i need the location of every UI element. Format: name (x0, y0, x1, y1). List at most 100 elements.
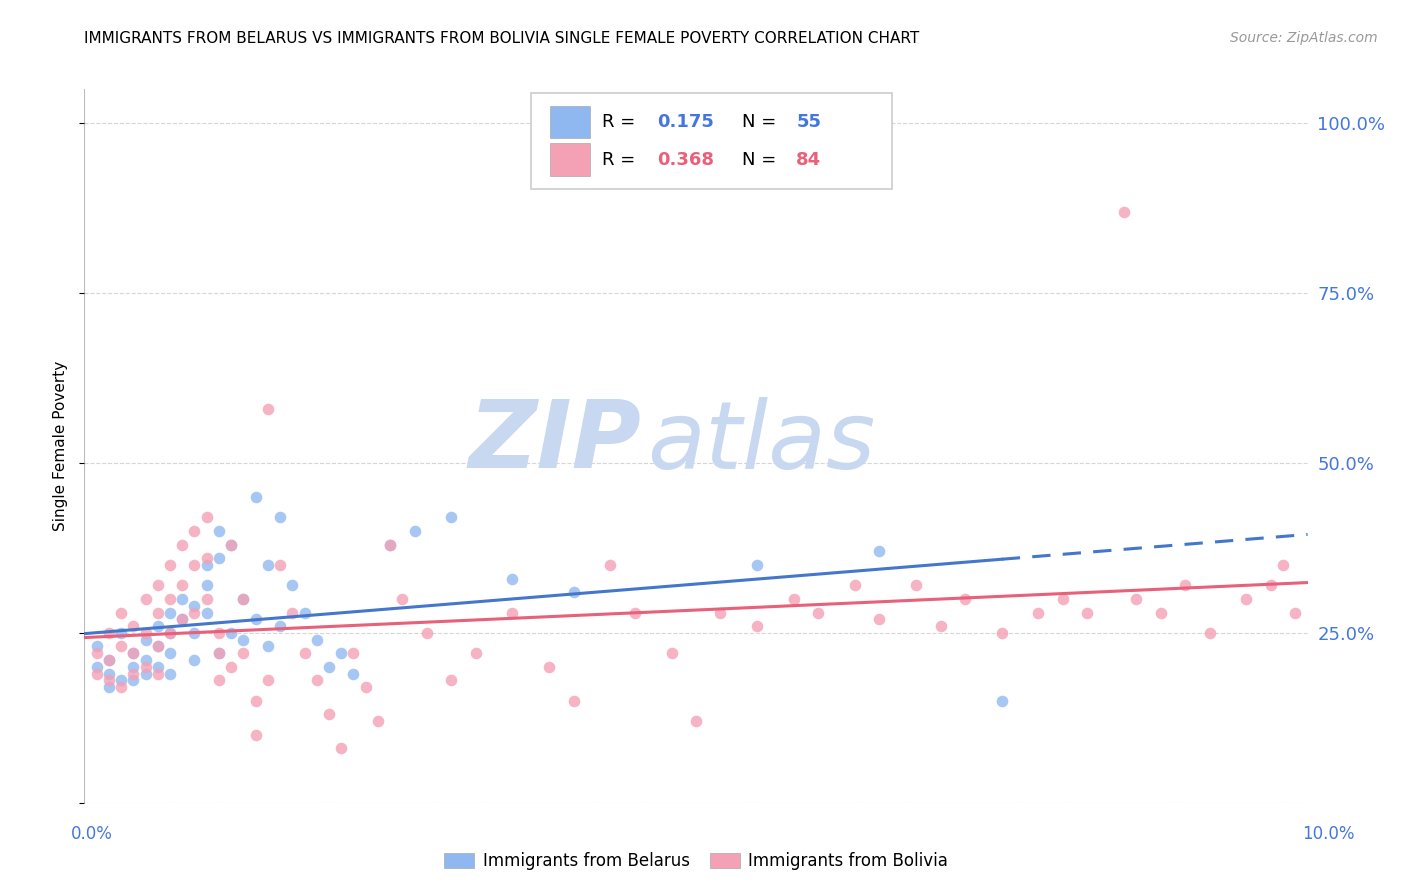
Text: 0.175: 0.175 (657, 113, 714, 131)
Legend: Immigrants from Belarus, Immigrants from Bolivia: Immigrants from Belarus, Immigrants from… (437, 846, 955, 877)
Point (183, 606, 205, 620)
Point (122, 646, 145, 660)
Point (1150, 606, 1173, 620)
Point (1174, 578, 1197, 592)
Point (208, 646, 231, 660)
Point (562, 585, 585, 599)
Point (110, 606, 132, 620)
Point (929, 619, 952, 633)
Point (219, 537, 242, 551)
Point (905, 578, 928, 592)
Text: 84: 84 (796, 151, 821, 169)
Text: 0.0%: 0.0% (70, 825, 112, 843)
Point (122, 660, 145, 674)
Point (562, 694, 585, 708)
Point (869, 612, 891, 626)
Point (318, 707, 340, 722)
Text: ZIP: ZIP (468, 396, 641, 489)
Point (245, 612, 267, 626)
Point (159, 591, 181, 606)
Point (195, 558, 218, 572)
Text: R =: R = (602, 151, 636, 169)
Point (172, 537, 194, 551)
Point (232, 591, 254, 606)
Point (195, 606, 218, 620)
Point (330, 646, 353, 660)
Point (122, 619, 145, 633)
Point (172, 578, 194, 592)
Text: 10.0%: 10.0% (1302, 825, 1355, 843)
Point (440, 673, 463, 688)
Point (97, 680, 120, 694)
Point (86, 666, 108, 681)
Text: 0.368: 0.368 (657, 151, 714, 169)
Point (135, 626, 157, 640)
Point (953, 591, 976, 606)
Point (146, 666, 169, 681)
Point (183, 558, 205, 572)
Point (269, 558, 291, 572)
Point (232, 646, 254, 660)
Text: Source: ZipAtlas.com: Source: ZipAtlas.com (1230, 31, 1378, 45)
Point (110, 626, 132, 640)
Point (624, 606, 647, 620)
Point (661, 646, 683, 660)
Point (502, 606, 524, 620)
Point (991, 694, 1014, 708)
Point (257, 673, 280, 688)
Point (281, 578, 304, 592)
Point (86, 660, 108, 674)
Point (208, 646, 231, 660)
Point (502, 572, 524, 586)
FancyBboxPatch shape (550, 105, 589, 138)
Point (146, 578, 169, 592)
Point (342, 646, 364, 660)
Point (269, 510, 291, 524)
Point (97, 673, 120, 688)
Point (245, 490, 267, 504)
Point (195, 551, 218, 566)
Point (110, 673, 132, 688)
FancyBboxPatch shape (550, 144, 589, 177)
Point (305, 673, 328, 688)
Point (294, 646, 316, 660)
Point (135, 591, 157, 606)
FancyBboxPatch shape (531, 93, 891, 189)
Point (135, 653, 157, 667)
Point (146, 660, 169, 674)
Point (86, 646, 108, 660)
Point (195, 510, 218, 524)
Point (97, 626, 120, 640)
Point (1272, 558, 1295, 572)
Point (195, 578, 218, 592)
Y-axis label: Single Female Poverty: Single Female Poverty (53, 361, 69, 531)
Point (146, 640, 169, 654)
Text: N =: N = (742, 151, 776, 169)
Point (416, 626, 439, 640)
Point (1284, 606, 1306, 620)
Point (464, 646, 486, 660)
Point (135, 660, 157, 674)
Point (219, 626, 242, 640)
Point (110, 640, 132, 654)
Point (146, 606, 169, 620)
Point (1076, 606, 1098, 620)
Point (257, 558, 280, 572)
Point (269, 619, 291, 633)
Point (219, 660, 242, 674)
Point (599, 558, 621, 572)
Text: R =: R = (602, 113, 636, 131)
Point (807, 606, 830, 620)
Point (538, 660, 561, 674)
Point (1052, 591, 1074, 606)
Point (208, 626, 231, 640)
Point (232, 591, 254, 606)
Point (281, 606, 304, 620)
Point (122, 666, 145, 681)
Point (219, 537, 242, 551)
Point (404, 524, 426, 538)
Point (195, 591, 218, 606)
Point (1260, 578, 1282, 592)
Point (208, 673, 231, 688)
Point (380, 537, 402, 551)
